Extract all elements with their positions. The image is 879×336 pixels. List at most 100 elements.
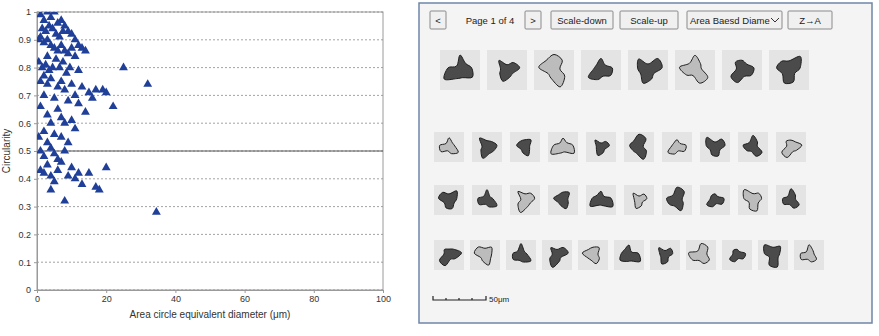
thumbnail-bg — [624, 132, 654, 162]
y-tick-label: 0.4 — [18, 174, 31, 184]
y-tick: 1 — [26, 7, 37, 17]
sort-dropdown[interactable]: Area Baesd Diame — [687, 11, 782, 29]
point — [67, 163, 76, 171]
point — [74, 99, 83, 107]
point — [57, 132, 66, 140]
particle-image — [650, 240, 680, 270]
particle-image — [722, 240, 752, 270]
x-tick: 0 — [35, 290, 40, 304]
x-tick: 40 — [171, 290, 181, 304]
point — [37, 101, 45, 109]
scale-down-button-box[interactable] — [551, 11, 613, 29]
scale-down-button[interactable]: Scale-down — [551, 11, 613, 29]
point — [60, 196, 69, 204]
scale-bar-line — [433, 296, 486, 300]
thumbnail-bg — [624, 185, 654, 215]
particle-image — [548, 132, 578, 162]
y-tick-label: 0.5 — [18, 146, 31, 156]
plot-frame — [37, 12, 383, 290]
particle — [800, 245, 816, 262]
thumbnail-bg — [722, 240, 752, 270]
particle-image — [487, 50, 527, 90]
x-tick: 20 — [102, 290, 112, 304]
y-tick-mark — [34, 262, 37, 263]
scale-up-button[interactable]: Scale-up — [620, 11, 678, 29]
particle-image — [769, 50, 809, 90]
point — [43, 110, 52, 118]
point — [71, 124, 80, 132]
particle — [620, 245, 641, 262]
y-tick-label: 0.2 — [18, 230, 31, 240]
particle-image — [470, 240, 500, 270]
point — [71, 90, 80, 98]
point — [39, 168, 48, 176]
x-tick-mark — [314, 290, 315, 293]
point — [38, 24, 47, 32]
points — [37, 12, 161, 215]
y-tick: 0.3 — [18, 202, 37, 212]
point — [67, 79, 76, 87]
particle — [590, 191, 613, 207]
thumbnail-bg — [662, 132, 692, 162]
sort-dropdown-box[interactable] — [687, 11, 782, 29]
thumbnail-bg — [776, 185, 806, 215]
particle — [630, 134, 647, 159]
point — [119, 62, 128, 70]
point — [39, 90, 48, 98]
sort-order-button[interactable]: Z→A — [788, 11, 832, 29]
point — [50, 129, 59, 137]
point — [152, 207, 161, 215]
particle — [554, 192, 570, 209]
sort-order-button-label[interactable]: Z→A — [799, 15, 821, 26]
particle-image — [776, 132, 806, 162]
next-button[interactable]: > — [525, 11, 541, 29]
y-tick-label: 1 — [26, 7, 31, 17]
sort-dropdown-label[interactable]: Area Baesd Diame — [690, 15, 770, 26]
prev-button-box[interactable] — [430, 11, 446, 29]
thumbnail-bg — [738, 185, 768, 215]
point — [102, 163, 111, 171]
threshold-line — [37, 151, 383, 152]
point — [46, 185, 55, 193]
thumbnail-bg — [675, 50, 715, 90]
point — [46, 118, 55, 126]
y-tick-mark — [34, 151, 37, 152]
particle-image — [434, 240, 464, 270]
y-tick-label: 0.7 — [18, 91, 31, 101]
scale-down-button-label[interactable]: Scale-down — [557, 15, 607, 26]
dropdown-caret — [771, 18, 779, 22]
point — [43, 51, 52, 59]
particle — [707, 194, 724, 207]
particle-image — [776, 185, 806, 215]
prev-button-label[interactable]: < — [435, 15, 441, 26]
next-button-box[interactable] — [525, 11, 541, 29]
scale-up-button-box[interactable] — [620, 11, 678, 29]
point — [84, 168, 93, 176]
x-tick-label: 60 — [240, 294, 250, 304]
particle — [550, 247, 569, 267]
x-axis: 020406080100 — [35, 290, 391, 304]
x-tick-label: 100 — [376, 294, 391, 304]
prev-button[interactable]: < — [430, 11, 446, 29]
thumbnail-bg — [662, 185, 692, 215]
y-tick-label: 0.3 — [18, 202, 31, 212]
particle-image — [675, 50, 715, 90]
y-tick-mark — [34, 123, 37, 124]
particle-image — [586, 132, 616, 162]
y-tick-label: 0.9 — [18, 35, 31, 45]
point — [65, 62, 74, 70]
thumbnail-bg — [470, 240, 500, 270]
grid-line — [37, 206, 383, 207]
scale-up-button-label[interactable]: Scale-up — [630, 15, 668, 26]
thumbnail-bg — [434, 132, 464, 162]
next-button-label[interactable]: > — [530, 15, 536, 26]
point — [50, 176, 59, 184]
particle-image — [662, 132, 692, 162]
thumbnail-bg — [434, 185, 464, 215]
particle-image — [586, 185, 616, 215]
y-tick-mark — [34, 95, 37, 96]
particle — [633, 193, 647, 208]
thumbnail-bg — [472, 132, 502, 162]
point — [60, 146, 69, 154]
sort-order-button-box[interactable] — [788, 11, 832, 29]
